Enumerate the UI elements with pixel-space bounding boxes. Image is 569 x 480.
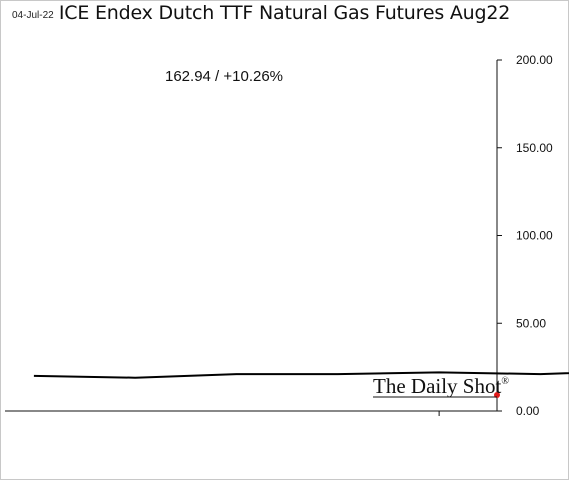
chart-title: ICE Endex Dutch TTF Natural Gas Futures … [58, 2, 511, 24]
price-annotation: 162.94 / +10.26% [165, 68, 283, 85]
series-line [33, 371, 569, 379]
date-label: 04-Jul-22 [12, 10, 54, 21]
brand-text: The Daily Shot [373, 374, 501, 398]
y-tick-label: 150.00 [516, 141, 553, 155]
y-tick-label: 50.00 [516, 316, 546, 330]
y-tick-label: 200.00 [516, 53, 553, 67]
y-tick-label: 100.00 [516, 229, 553, 243]
y-tick-label: 0.00 [516, 404, 540, 418]
brand-logo: The Daily Shot® [373, 374, 509, 398]
brand-mark: ® [501, 376, 509, 387]
